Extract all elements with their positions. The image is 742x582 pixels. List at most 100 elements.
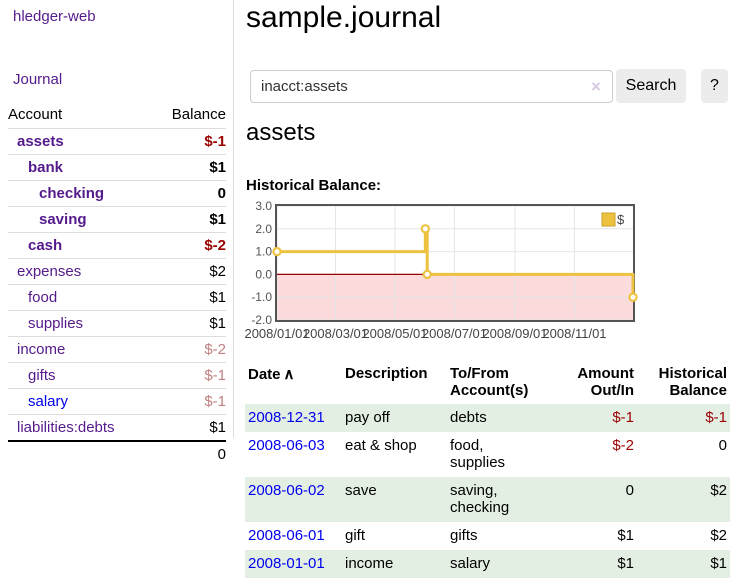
- sidebar-account-row: bank $1: [8, 154, 226, 181]
- account-column-header: Account: [8, 106, 63, 123]
- legend-swatch: [601, 212, 616, 227]
- accounts-column-header: To/From Account(s): [450, 365, 529, 399]
- transaction-accounts-cell: salary: [450, 555, 491, 572]
- sidebar-account-header-row: Account Balance: [8, 100, 226, 129]
- data-point-marker: [420, 224, 430, 234]
- transaction-balance-cell: $1: [710, 555, 727, 572]
- amount-column-header: Amount Out/In: [577, 365, 634, 399]
- sidebar-account-balance: $-2: [152, 232, 226, 259]
- transaction-description-cell: save: [345, 482, 377, 499]
- help-button[interactable]: ?: [701, 69, 728, 103]
- transaction-date-cell: 2008-01-01: [245, 550, 342, 578]
- app-brand-link[interactable]: hledger-web: [13, 8, 96, 25]
- sidebar-account-balance: $1: [152, 206, 226, 233]
- sidebar-account-balance: $-1: [152, 388, 226, 415]
- transaction-date-cell: 2008-06-02: [245, 477, 342, 522]
- sidebar-account-link[interactable]: liabilities:debts: [17, 419, 115, 436]
- clear-search-icon[interactable]: ×: [591, 77, 601, 96]
- sidebar-divider: [233, 0, 234, 438]
- data-point-marker: [422, 269, 432, 280]
- transaction-date-link[interactable]: 2008-01-01: [248, 555, 325, 572]
- sidebar-account-balance: 0: [152, 180, 226, 207]
- transaction-date-link[interactable]: 2008-06-03: [248, 437, 325, 454]
- transaction-description-cell: pay off: [345, 409, 390, 426]
- sidebar-account-link[interactable]: salary: [28, 393, 69, 410]
- sidebar-account-link[interactable]: checking: [39, 185, 105, 202]
- sidebar-account-link[interactable]: gifts: [28, 367, 56, 384]
- transaction-amount-cell: 0: [625, 482, 634, 499]
- transaction-amount-cell: $1: [617, 555, 634, 572]
- sidebar-account-link[interactable]: saving: [39, 211, 87, 228]
- transaction-description-cell: income: [345, 555, 394, 572]
- sidebar-account-link[interactable]: supplies: [28, 315, 84, 332]
- y-tick-label: -1.0: [251, 290, 272, 304]
- transaction-balance-cell: 0: [718, 437, 727, 454]
- sidebar-account-row: expenses $2: [8, 258, 226, 285]
- register-table: Date ∧ Description To/From Account(s) Amo…: [245, 361, 730, 578]
- transaction-date-link[interactable]: 2008-12-31: [248, 409, 325, 426]
- sidebar-account-balance: $1: [152, 154, 226, 181]
- transaction-amount-cell: $-2: [612, 437, 634, 454]
- chart-heading: Historical Balance:: [246, 177, 382, 194]
- search-input[interactable]: [250, 70, 613, 103]
- transaction-accounts-cell: debts: [450, 409, 487, 426]
- sidebar-total-balance: 0: [152, 440, 226, 467]
- data-point-marker: [272, 246, 282, 257]
- transaction-row: 2008-06-03 eat & shop food, supplies $-2 0: [245, 432, 730, 477]
- data-point-marker: [628, 292, 638, 302]
- sidebar-account-balance: $2: [152, 258, 226, 285]
- y-tick-label: -2.0: [251, 313, 272, 327]
- sidebar-account-link[interactable]: food: [28, 289, 58, 306]
- sidebar-account-balance: $-1: [152, 128, 226, 155]
- date-column-header[interactable]: Date ∧: [248, 366, 295, 383]
- sidebar-account-balance: $1: [152, 310, 226, 337]
- sidebar-account-link[interactable]: expenses: [17, 263, 82, 280]
- page-title: sample.journal: [246, 1, 442, 34]
- sort-ascending-icon: ∧: [283, 366, 295, 383]
- transaction-accounts-cell: gifts: [450, 527, 478, 544]
- transaction-description-cell: gift: [345, 527, 366, 544]
- x-tick-label: 2008/05/01: [362, 326, 427, 341]
- transaction-accounts-cell: food, supplies: [450, 437, 506, 471]
- transaction-balance-cell: $2: [710, 527, 727, 544]
- sidebar-account-balance: $-2: [152, 336, 226, 363]
- account-heading: assets: [246, 119, 316, 146]
- transaction-balance-cell: $2: [710, 482, 727, 499]
- transaction-date-link[interactable]: 2008-06-01: [248, 527, 325, 544]
- x-tick-label: 2008/03/01: [303, 326, 368, 341]
- x-tick-label: 2008/07/01: [422, 326, 487, 341]
- sidebar-account-link[interactable]: cash: [28, 237, 63, 254]
- sidebar-account-row: cash $-2: [8, 232, 226, 259]
- balance-column-header: Historical Balance: [658, 365, 727, 399]
- transaction-row: 2008-12-31 pay off debts $-1 $-1: [245, 404, 730, 432]
- sidebar-account-row: salary $-1: [8, 388, 226, 415]
- sidebar-account-row: saving $1: [8, 206, 226, 233]
- transaction-date-link[interactable]: 2008-06-02: [248, 482, 325, 499]
- sidebar-account-link[interactable]: assets: [17, 133, 64, 150]
- transaction-row: 2008-06-01 gift gifts $1 $2: [245, 522, 730, 550]
- sidebar-account-row: liabilities:debts $1: [8, 414, 226, 441]
- register-header-row: Date ∧ Description To/From Account(s) Amo…: [245, 361, 730, 404]
- sidebar-account-link[interactable]: income: [17, 341, 66, 358]
- sidebar-account-row: supplies $1: [8, 310, 226, 337]
- transaction-amount-cell: $-1: [612, 409, 634, 426]
- y-tick-label: 1.0: [255, 245, 272, 259]
- sidebar-account-row: gifts $-1: [8, 362, 226, 389]
- legend-label: $: [617, 212, 625, 227]
- y-tick-label: 2.0: [255, 222, 272, 236]
- sidebar-item-journal[interactable]: Journal: [13, 71, 63, 88]
- transaction-balance-cell: $-1: [705, 409, 727, 426]
- transaction-description-cell: eat & shop: [345, 437, 417, 454]
- transaction-date-cell: 2008-06-03: [245, 432, 342, 477]
- search-button[interactable]: Search: [616, 69, 686, 103]
- sidebar-account-table: Account Balance assets $-1 bank $1 checking 0…: [8, 100, 226, 467]
- sidebar-account-row: food $1: [8, 284, 226, 311]
- x-tick-label: 2008/09/01: [482, 326, 547, 341]
- y-tick-label: 0.0: [255, 267, 272, 281]
- sidebar-account-row: checking 0: [8, 180, 226, 207]
- transaction-date-cell: 2008-06-01: [245, 522, 342, 550]
- historical-balance-chart: $3.0 2.0 1.0 0.0 -1.0 -2.02008/01/012008/03/0…: [245, 199, 638, 341]
- sidebar-account-link[interactable]: bank: [28, 159, 64, 176]
- sidebar-account-row: assets $-1: [8, 128, 226, 155]
- x-tick-label: 2008/01/01: [245, 326, 310, 341]
